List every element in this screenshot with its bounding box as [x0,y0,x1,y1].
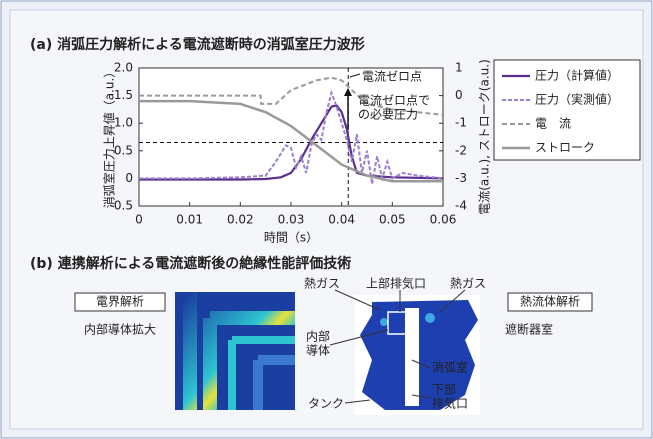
x-axis-label: 時間（s） [264,231,318,245]
y-tick-label: 1.5 [114,88,133,102]
diagram-label: 内部導体拡大 [84,322,156,337]
x-tick-label: 0.02 [227,213,254,227]
legend-label: 電 流 [535,117,571,131]
diagram-label: 熱流体解析 [520,295,580,309]
y2-tick-label: 0 [455,88,463,102]
diagram-label: タンク [308,397,344,411]
diagram-label: 上部排気口 [366,276,426,291]
figure: (a) 消弧圧力解析による電流遮断時の消弧室圧力波形 消弧室圧力上昇値（a.u.… [0,0,653,439]
x-tick-label: 0.03 [278,213,305,227]
plot-area [139,68,443,206]
diagram-label: 導体 [306,344,330,358]
legend-label: 圧力（実測値） [535,92,619,107]
chart-title: (a) 消弧圧力解析による電流遮断時の消弧室圧力波形 [30,36,365,53]
annotation: の必要圧力 [358,108,418,122]
panel-b-title: (b) 連携解析による電流遮断後の絶縁性能評価技術 [30,255,351,272]
diagram-label: 熱ガス [450,277,486,291]
y2-tick-label: -4 [455,199,467,213]
y2-tick-label: 1 [455,61,463,75]
diagram-label: 電界解析 [96,295,144,309]
y-tick-label: -0.5 [110,199,133,213]
x-tick-label: 0.05 [379,213,406,227]
y-tick-label: 0.5 [114,143,133,157]
y-tick-label: 0 [125,171,133,185]
y2-tick-label: -1 [455,116,467,130]
x-tick-label: 0 [135,213,143,227]
legend-label: 圧力（計算値） [535,68,619,83]
diagram-label: 遮断器室 [505,322,553,337]
y-axis-label: 消弧室圧力上昇値（a.u.） [102,66,117,209]
y-tick-label: 1.0 [114,116,133,130]
diagram-label: 熱ガス [304,277,340,291]
y2-tick-label: -2 [455,143,467,157]
x-tick-label: 0.04 [328,213,355,227]
y2-tick-label: -3 [455,171,467,185]
annotation: 電流ゼロ点 [362,70,422,84]
x-tick-label: 0.01 [176,213,203,227]
x-tick-label: 0.06 [430,213,457,227]
diagram-label: 内部 [306,329,330,344]
field-image [175,292,295,410]
diagram-label: 消弧室 [432,360,468,375]
legend-label: ストローク [535,141,595,155]
annotation: 電流ゼロ点で [358,94,430,108]
diagram-label: 排気口 [432,396,468,411]
diagram-label: 下部 [432,382,456,397]
y2-axis-label: 電流(a.u.), ストローク(a.u.) [478,59,492,215]
y-tick-label: 2.0 [114,61,133,75]
